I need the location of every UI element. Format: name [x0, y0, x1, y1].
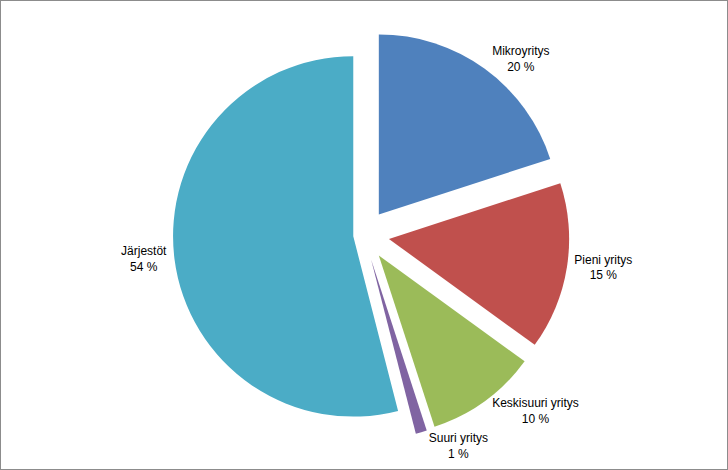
svg-text:Pieni yritys15 %: Pieni yritys15 % — [574, 253, 632, 283]
svg-text:Järjestöt54 %: Järjestöt54 % — [121, 244, 167, 274]
svg-text:Keskisuuri yritys10 %: Keskisuuri yritys10 % — [492, 396, 579, 426]
svg-text:Mikroyritys20 %: Mikroyritys20 % — [492, 44, 549, 74]
svg-text:Suuri yritys1 %: Suuri yritys1 % — [429, 431, 488, 461]
